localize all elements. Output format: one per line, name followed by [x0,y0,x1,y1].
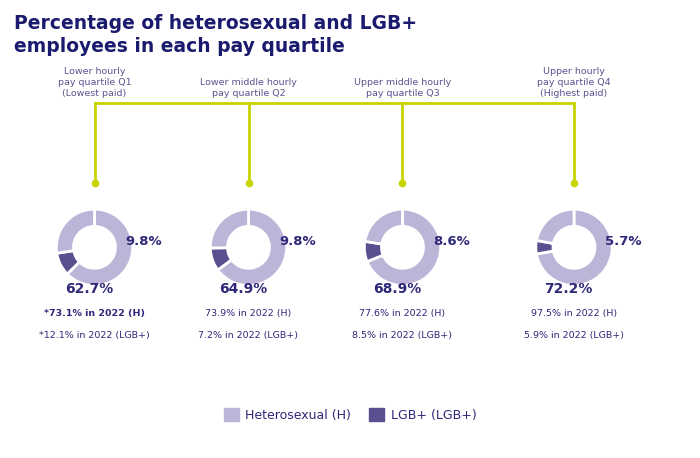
Wedge shape [57,251,80,274]
Wedge shape [56,209,94,253]
Text: Percentage of heterosexual and LGB+
employees in each pay quartile: Percentage of heterosexual and LGB+ empl… [14,14,417,56]
Wedge shape [210,209,248,248]
Wedge shape [218,209,287,285]
Text: 77.6% in 2022 (H): 77.6% in 2022 (H) [359,309,446,318]
Wedge shape [367,209,441,285]
Text: 62.7%: 62.7% [64,282,113,296]
Text: *12.1% in 2022 (LGB+): *12.1% in 2022 (LGB+) [39,331,150,340]
Text: Lower hourly
pay quartile Q1
(Lowest paid): Lower hourly pay quartile Q1 (Lowest pai… [57,67,132,98]
Text: 97.5% in 2022 (H): 97.5% in 2022 (H) [531,309,617,318]
Text: 64.9%: 64.9% [218,282,267,296]
Text: 5.9% in 2022 (LGB+): 5.9% in 2022 (LGB+) [524,331,624,340]
Text: 9.8%: 9.8% [280,235,316,248]
Wedge shape [67,209,133,285]
Wedge shape [536,209,612,285]
Text: Upper middle hourly
pay quartile Q3: Upper middle hourly pay quartile Q3 [354,78,451,98]
Wedge shape [364,241,383,262]
Text: 7.2% in 2022 (LGB+): 7.2% in 2022 (LGB+) [199,331,298,340]
Text: 9.8%: 9.8% [126,235,162,248]
Text: 8.6%: 8.6% [434,235,470,248]
Text: Lower middle hourly
pay quartile Q2: Lower middle hourly pay quartile Q2 [200,78,297,98]
Text: 72.2%: 72.2% [544,282,592,296]
Text: Upper hourly
pay quartile Q4
(Highest paid): Upper hourly pay quartile Q4 (Highest pa… [537,67,611,98]
Wedge shape [536,209,574,244]
Text: *73.1% in 2022 (H): *73.1% in 2022 (H) [44,309,145,318]
Legend: Heterosexual (H), LGB+ (LGB+): Heterosexual (H), LGB+ (LGB+) [218,403,482,426]
Wedge shape [210,248,232,270]
Text: 73.9% in 2022 (H): 73.9% in 2022 (H) [205,309,292,318]
Text: 68.9%: 68.9% [372,282,421,296]
Wedge shape [536,240,554,254]
Text: 5.7%: 5.7% [606,235,642,248]
Wedge shape [365,209,402,244]
Text: 8.5% in 2022 (LGB+): 8.5% in 2022 (LGB+) [353,331,452,340]
